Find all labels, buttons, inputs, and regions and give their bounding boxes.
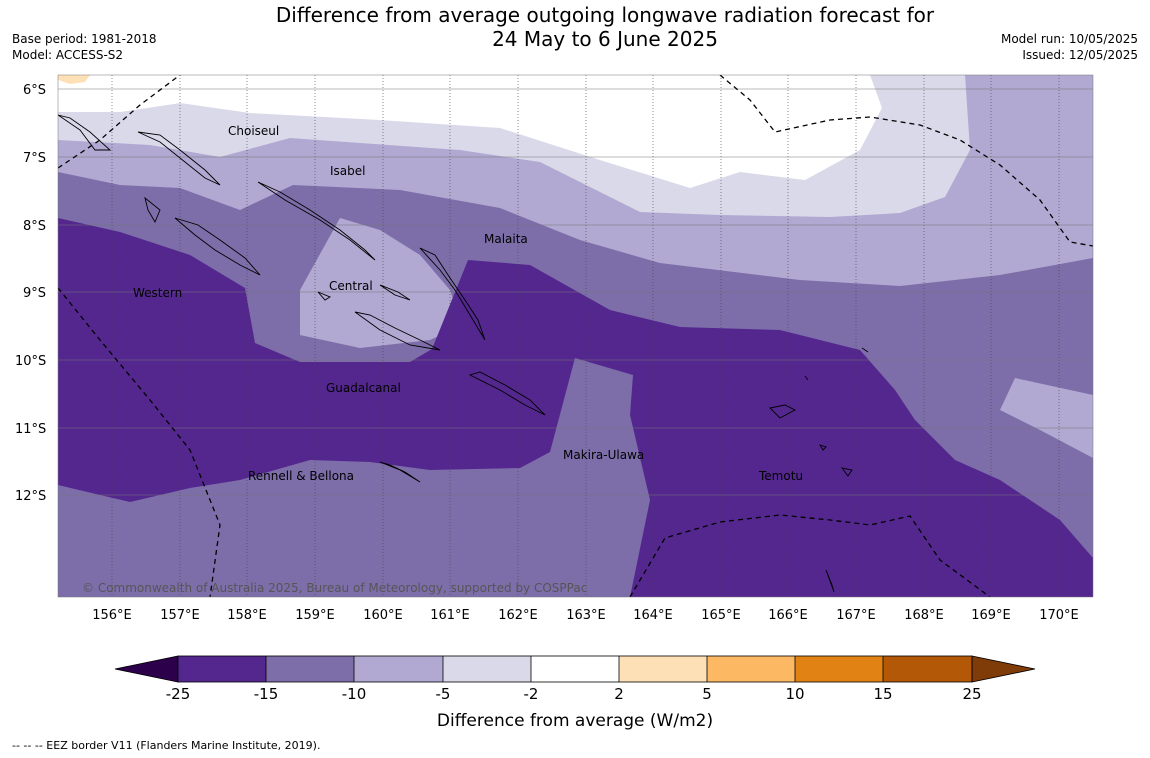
lon-label-158e: 158°E [227,608,267,623]
lon-label-165e: 165°E [701,608,741,623]
lon-label-161e: 161°E [430,608,470,623]
province-guadalcanal: Guadalcanal [326,381,401,395]
lon-label-164e: 164°E [633,608,673,623]
model-text: Model: ACCESS-S2 [12,48,124,62]
colorbar-tick-minus25: -25 [166,685,191,703]
latitude-lines [58,88,1093,496]
graticule [111,75,1060,597]
lon-label-170e: 170°E [1039,608,1079,623]
province-choiseul: Choiseul [228,124,279,138]
province-labels: Choiseul Isabel Malaita Western Central … [133,124,803,483]
issued-text: Issued: 12/05/2025 [1022,48,1138,62]
colorbar-frame [177,655,973,683]
model-run-text: Model run: 10/05/2025 [1000,32,1138,46]
lon-label-159e: 159°E [295,608,335,623]
lon-label-157e: 157°E [160,608,200,623]
band-near-zero-corner [58,75,300,112]
colorbar-tick-minus5: -5 [436,685,451,703]
base-period-text: Base period: 1981-2018 [12,32,157,46]
band-minus25-minus15 [58,218,1093,597]
run-info: Model run: 10/05/2025 Issued: 12/05/2025 [1001,31,1138,63]
colorbar-bin-minus10 [354,656,443,682]
central-pocket [300,218,462,348]
lon-label-169e: 169°E [971,608,1011,623]
colorbar-tick-15: 15 [873,685,892,703]
lon-label-168e: 168°E [904,608,944,623]
lat-label-11s: 11°S [15,422,46,437]
lon-label-162e: 162°E [498,608,538,623]
eez-borders [58,75,1093,597]
positive-patch [58,75,90,84]
colorbar-title: Difference from average (W/m2) [437,711,713,731]
colorbar-bin-2 [619,656,707,682]
colorbar-bin-minus25 [178,656,266,682]
base-info: Base period: 1981-2018 Model: ACCESS-S2 [12,31,157,63]
colorbar-tick-25: 25 [962,685,981,703]
lon-label-160e: 160°E [363,608,403,623]
page-title: Difference from average outgoing longwav… [200,3,1010,51]
coastlines [58,114,869,593]
lon-label-156e: 156°E [92,608,132,623]
lon-label-167e: 167°E [836,608,876,623]
colorbar-tick-5: 5 [702,685,712,703]
lat-label-12s: 12°S [15,489,46,504]
east-pocket [1000,378,1093,458]
lat-label-7s: 7°S [23,151,46,166]
lat-label-8s: 8°S [23,219,46,234]
province-isabel: Isabel [330,164,365,178]
province-makira-ulawa: Makira-Ulawa [563,448,644,462]
province-malaita: Malaita [484,232,528,246]
colorbar-over-triangle [971,655,1036,683]
province-central: Central [329,279,373,293]
province-western: Western [133,286,182,300]
lon-label-163e: 163°E [566,608,606,623]
map-frame [57,74,1094,598]
copyright-notice: © Commonwealth of Australia 2025, Bureau… [82,581,587,595]
eez-footnote: -- -- -- EEZ border V11 (Flanders Marine… [12,739,321,752]
band-near-zero [58,75,882,188]
province-temotu: Temotu [758,469,803,483]
lat-label-6s: 6°S [23,83,46,98]
lat-label-9s: 9°S [23,286,46,301]
title-line-1: Difference from average outgoing longwav… [275,3,935,27]
colorbar-tick-minus10: -10 [342,685,367,703]
anomaly-field [58,75,1093,597]
colorbar-tick-2: 2 [614,685,624,703]
colorbar: -25 -15 -10 -5 -2 2 5 10 15 25 Differenc… [114,655,1036,731]
lon-label-166e: 166°E [768,608,808,623]
colorbar-bin-15 [883,656,972,682]
colorbar-bin-5 [707,656,795,682]
colorbar-bin-minus5 [443,656,531,682]
colorbar-tick-minus2: -2 [524,685,539,703]
colorbar-tick-10: 10 [785,685,804,703]
lat-label-10s: 10°S [15,354,46,369]
colorbar-bin-minus15 [266,656,354,682]
colorbar-tick-minus15: -15 [254,685,279,703]
title-line-2: 24 May to 6 June 2025 [492,27,718,51]
colorbar-bin-10 [795,656,883,682]
province-rennell-bellona: Rennell & Bellona [248,469,354,483]
colorbar-under-triangle [114,655,179,683]
latitude-labels: 6°S 7°S 8°S 9°S 10°S 11°S 12°S [15,83,46,504]
longitude-labels: 156°E 157°E 158°E 159°E 160°E 161°E 162°… [92,608,1079,623]
colorbar-bin-minus2 [531,656,619,682]
